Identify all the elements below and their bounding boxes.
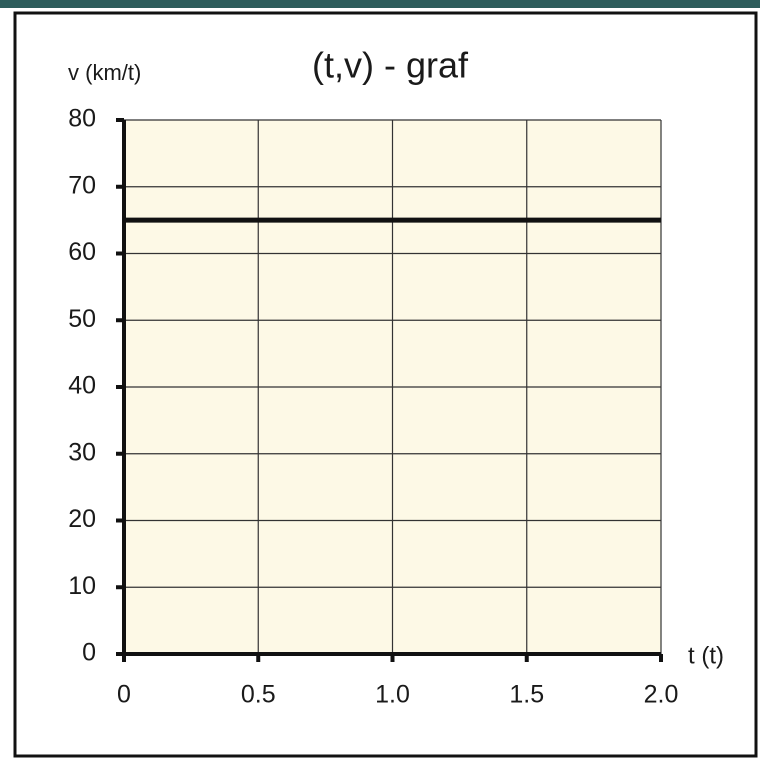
- y-tick-label: 40: [68, 372, 96, 400]
- chart-title: (t,v) - graf: [312, 45, 469, 86]
- y-tick-label: 10: [68, 572, 96, 600]
- y-tick-label: 30: [68, 438, 96, 466]
- y-tick-label: 20: [68, 505, 96, 533]
- y-tick-label: 50: [68, 305, 96, 333]
- top-strip: [0, 0, 760, 8]
- y-tick-label: 80: [68, 105, 96, 133]
- x-tick-label: 0.5: [241, 681, 276, 709]
- x-tick-label: 1.5: [509, 681, 544, 709]
- x-axis-label: t (t): [688, 642, 724, 669]
- y-tick-label: 60: [68, 238, 96, 266]
- y-tick-label: 0: [82, 639, 96, 667]
- x-tick-label: 0: [117, 681, 131, 709]
- x-tick-label: 1.0: [375, 681, 410, 709]
- y-axis-label: v (km/t): [68, 60, 141, 85]
- y-tick-label: 70: [68, 171, 96, 199]
- x-tick-label: 2.0: [644, 681, 679, 709]
